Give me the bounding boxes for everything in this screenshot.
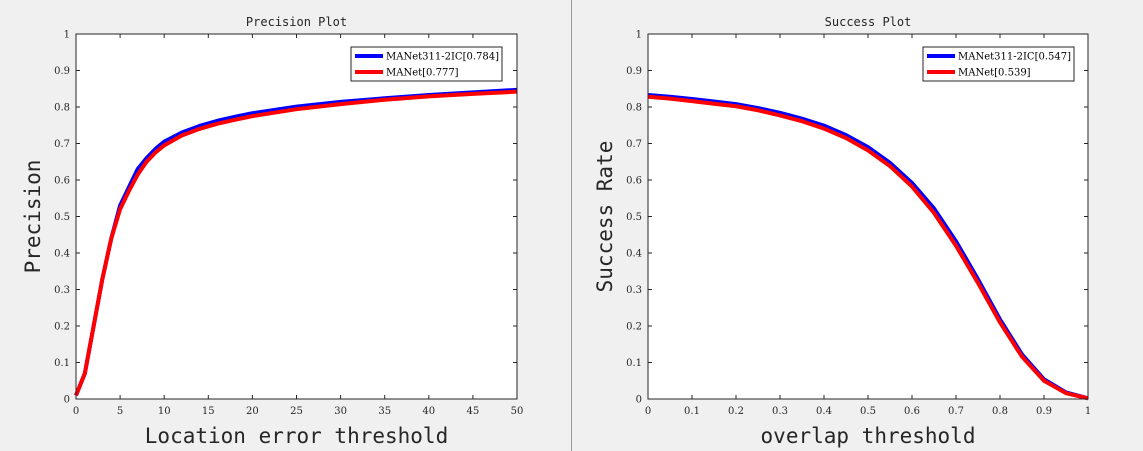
plot-area: [76, 34, 517, 399]
y-tick-label: 0.3: [54, 285, 70, 296]
plot-area: [648, 34, 1088, 399]
y-tick-label: 0.1: [626, 358, 642, 369]
legend-box: [922, 46, 1075, 82]
y-tick-label: 0.4: [626, 249, 642, 260]
x-tick-label: 0.8: [992, 406, 1008, 417]
x-axis-label: Location error threshold: [145, 424, 448, 448]
x-tick-label: 20: [246, 406, 259, 417]
x-tick-label: 0: [73, 406, 79, 417]
y-tick-label: 0.1: [54, 358, 70, 369]
y-tick-label: 1: [636, 30, 642, 41]
x-tick-label: 0.7: [948, 406, 964, 417]
y-tick-label: 0.2: [54, 322, 70, 333]
x-tick-label: 15: [202, 406, 215, 417]
series-line-red: [74, 89, 518, 397]
precision-plot: 0 5 10 15 20 25 30 35 40 45 50 0 0.1 0.2 0.3 0.4 0.5 0.6 0…: [21, 15, 524, 448]
x-tick-label: 10: [158, 406, 171, 417]
precision-plot-panel: 0 5 10 15 20 25 30 35 40 45 50 0 0.1 0.2 0.3 0.4 0.5 0.6 0…: [0, 0, 571, 451]
x-tick-label: 50: [511, 406, 524, 417]
x-tick-label: 0.9: [1036, 406, 1052, 417]
legend-box: [350, 46, 503, 82]
legend-entry: MANet[0.539]: [958, 68, 1031, 79]
y-tick-label: 0.6: [54, 176, 70, 187]
legend: MANet311-2IC[0.547] MANet[0.539]: [922, 46, 1075, 82]
y-tick-label: 0: [636, 395, 642, 406]
x-tick-label: 40: [422, 406, 435, 417]
y-tick-label: 0.4: [54, 249, 70, 260]
series-line-red: [647, 94, 1089, 401]
x-tick-label: 45: [467, 406, 480, 417]
legend-entry: MANet311-2IC[0.784]: [386, 52, 499, 63]
y-tick-label: 0: [64, 395, 70, 406]
y-axis-label: Precision: [21, 160, 45, 274]
x-tick-label: 1: [1085, 406, 1091, 417]
legend: MANet311-2IC[0.784] MANet[0.777]: [350, 46, 503, 82]
y-tick-label: 0.3: [626, 285, 642, 296]
x-tick-label: 0.3: [772, 406, 788, 417]
y-tick-label: 0.8: [626, 103, 642, 114]
y-tick-label: 0.7: [626, 139, 642, 150]
x-tick-label: 35: [378, 406, 391, 417]
x-tick-label: 25: [290, 406, 303, 417]
x-tick-label: 5: [117, 406, 123, 417]
legend-entry: MANet[0.777]: [386, 68, 459, 79]
success-plot: 0 0.1 0.2 0.3 0.4 0.5 0.6 0.7 0.8 0.9 1 0 0.1 0.2 0.3 0…: [593, 15, 1091, 448]
x-tick-label: 0.4: [816, 406, 832, 417]
x-tick-label: 0.5: [860, 406, 876, 417]
x-tick-label: 30: [334, 406, 347, 417]
x-tick-label: 0: [645, 406, 651, 417]
success-plot-panel: 0 0.1 0.2 0.3 0.4 0.5 0.6 0.7 0.8 0.9 1 0 0.1 0.2 0.3 0…: [572, 0, 1143, 451]
legend-entry: MANet311-2IC[0.547]: [958, 52, 1071, 63]
x-axis-label: overlap threshold: [761, 424, 976, 448]
y-tick-label: 0.5: [54, 212, 70, 223]
y-tick-label: 0.9: [54, 66, 70, 77]
y-tick-label: 0.8: [54, 103, 70, 114]
y-tick-label: 0.5: [626, 212, 642, 223]
chart-title: Success Plot: [825, 15, 912, 29]
panel-divider: [571, 0, 572, 451]
chart-title: Precision Plot: [246, 15, 347, 29]
y-axis-label: Success Rate: [593, 141, 617, 293]
y-tick-label: 0.6: [626, 176, 642, 187]
y-tick-label: 0.7: [54, 139, 70, 150]
x-tick-label: 0.6: [904, 406, 920, 417]
x-tick-label: 0.2: [728, 406, 744, 417]
x-tick-label: 0.1: [684, 406, 700, 417]
y-tick-label: 0.2: [626, 322, 642, 333]
y-tick-label: 1: [64, 30, 70, 41]
y-tick-label: 0.9: [626, 66, 642, 77]
